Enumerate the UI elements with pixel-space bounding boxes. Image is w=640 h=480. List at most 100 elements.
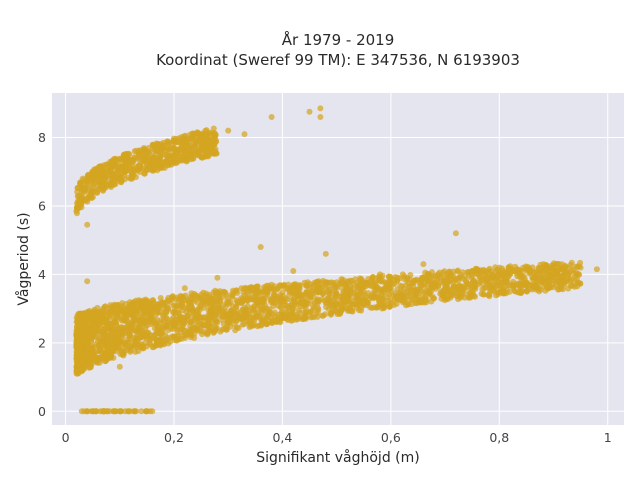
scatter-point <box>271 291 277 298</box>
scatter-point <box>77 181 84 188</box>
scatter-point <box>437 290 444 297</box>
scatter-point <box>178 294 185 301</box>
scatter-point <box>539 274 546 281</box>
scatter-point <box>162 160 168 167</box>
scatter-point <box>75 329 82 335</box>
scatter-point <box>222 289 229 296</box>
scatter-point <box>447 287 454 294</box>
scatter-point <box>252 308 259 315</box>
scatter-point <box>120 308 127 315</box>
scatter-point <box>349 307 356 314</box>
scatter-point <box>115 340 122 347</box>
scatter-point <box>259 295 266 302</box>
scatter-point <box>152 311 159 318</box>
scatter-point <box>75 340 82 347</box>
scatter-point <box>328 302 335 309</box>
scatter-point <box>452 277 459 284</box>
y-tick-labels: 0 2 4 6 8 <box>38 130 46 419</box>
scatter-point <box>131 303 138 310</box>
scatter-point <box>154 167 161 174</box>
scatter-point <box>549 276 556 283</box>
scatter-point <box>238 295 245 301</box>
scatter-point <box>344 278 351 285</box>
scatter-point <box>75 361 82 368</box>
scatter-point <box>89 346 96 353</box>
scatter-point <box>210 125 217 132</box>
scatter-point <box>306 285 313 292</box>
scatter-point <box>125 174 132 181</box>
scatter-point <box>78 189 85 195</box>
scatter-point <box>328 311 334 318</box>
scatter-point <box>404 274 411 281</box>
scatter-point <box>184 313 191 320</box>
scatter-point <box>480 291 487 298</box>
scatter-point <box>151 318 158 325</box>
scatter-point <box>371 287 378 294</box>
scatter-point <box>250 315 257 322</box>
scatter-point <box>317 105 324 112</box>
scatter-point <box>118 408 124 415</box>
scatter-point <box>480 276 487 283</box>
scatter-point <box>157 341 164 348</box>
scatter-point <box>123 318 130 325</box>
scatter-point <box>130 314 137 321</box>
scatter-point <box>516 284 523 291</box>
scatter-point <box>94 304 101 311</box>
scatter-point <box>169 309 176 315</box>
x-tick-label: 0,4 <box>272 430 292 445</box>
scatter-point <box>96 335 103 341</box>
x-tick-label: 0 <box>62 430 70 445</box>
scatter-point <box>170 314 177 321</box>
scatter-point <box>495 278 502 285</box>
scatter-point <box>154 302 160 309</box>
scatter-point <box>201 322 208 329</box>
scatter-point <box>335 301 342 308</box>
scatter-point <box>242 296 249 302</box>
scatter-point <box>79 347 86 354</box>
scatter-point <box>182 132 189 139</box>
scatter-point <box>192 321 199 328</box>
scatter-point <box>257 244 264 250</box>
scatter-point <box>114 314 121 321</box>
scatter-point <box>451 283 458 290</box>
y-tick-label: 2 <box>38 335 46 350</box>
scatter-point <box>127 348 134 355</box>
scatter-point <box>140 297 147 304</box>
scatter-point <box>126 299 133 306</box>
scatter-point <box>277 315 284 321</box>
scatter-point <box>84 221 91 228</box>
scatter-points <box>73 105 600 415</box>
scatter-point <box>322 311 329 318</box>
scatter-point <box>501 283 508 290</box>
scatter-point <box>571 279 578 286</box>
scatter-point <box>214 289 221 296</box>
scatter-point <box>165 154 172 161</box>
scatter-point <box>279 298 286 305</box>
scatter-point <box>155 324 162 331</box>
scatter-point <box>166 145 173 152</box>
scatter-point <box>198 302 205 309</box>
scatter-point <box>354 284 361 291</box>
scatter-point <box>234 324 240 331</box>
scatter-point <box>116 363 123 370</box>
scatter-point <box>310 302 316 309</box>
scatter-point <box>576 271 583 278</box>
scatter-point <box>155 162 162 168</box>
scatter-point <box>378 291 385 298</box>
scatter-point <box>188 290 195 297</box>
scatter-point <box>452 230 459 237</box>
scatter-point <box>391 281 398 287</box>
scatter-point <box>84 313 91 320</box>
scatter-point <box>496 264 503 271</box>
scatter-point <box>206 291 213 298</box>
scatter-point <box>88 352 95 359</box>
scatter-point <box>176 316 183 323</box>
scatter-point <box>77 193 84 200</box>
scatter-point <box>406 284 413 291</box>
scatter-point <box>199 331 206 338</box>
scatter-point <box>306 293 313 300</box>
scatter-point <box>360 302 367 308</box>
scatter-point <box>201 146 208 153</box>
scatter-point <box>290 282 297 288</box>
scatter-point <box>491 272 498 279</box>
